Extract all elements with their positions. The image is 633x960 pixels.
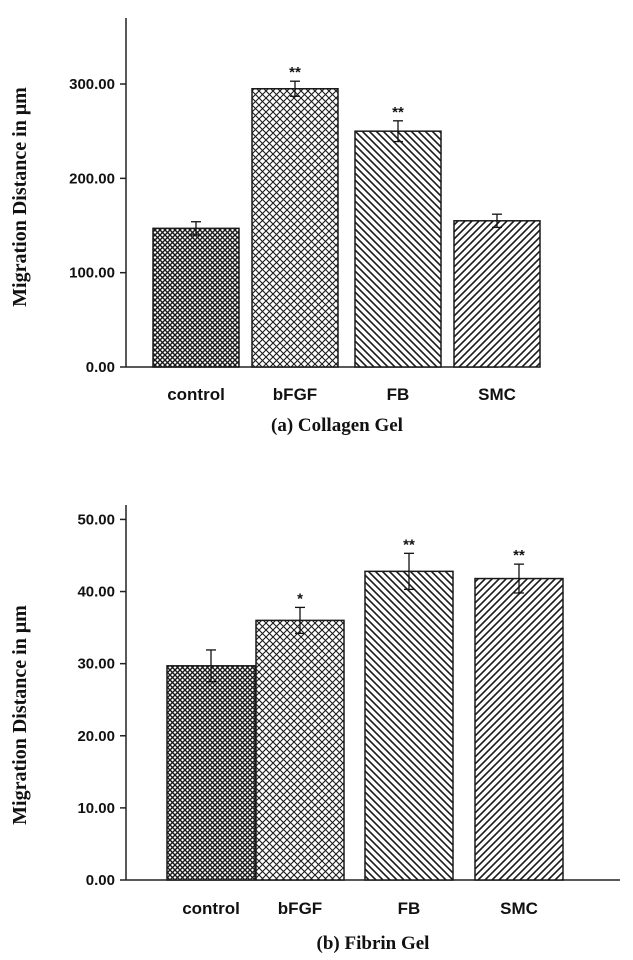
bar-smc [453,220,541,368]
significance-marker: ** [289,64,301,81]
y-tick-label: 200.00 [69,170,115,187]
x-tick-label: SMC [500,899,538,918]
bar-fb [364,570,454,881]
x-tick-label: bFGF [278,899,322,918]
y-tick-label: 30.00 [77,656,115,673]
x-tick-label: FB [398,899,421,918]
bars: ***** [166,536,564,881]
significance-marker: ** [513,547,525,564]
x-tick-label: SMC [478,385,516,404]
chart-caption: (b) Fibrin Gel [317,933,430,954]
x-tick-label: control [167,385,225,404]
x-tick-label: control [182,899,240,918]
chart-caption: (a) Collagen Gel [271,415,403,436]
bar-bfgf [251,87,339,368]
y-tick-label: 100.00 [69,265,115,282]
y-axis-label: Migration Distance in μm [9,605,31,825]
y-axis-label: Migration Distance in μm [9,87,31,307]
bar-smc [474,577,564,881]
y-ticks: 0.00 10.00 20.00 30.00 40.00 50.00 [77,511,126,889]
y-tick-label: 20.00 [77,728,115,745]
bar-fb [354,130,442,368]
bars: ** ** [152,64,541,368]
x-tick-labels: control bFGF FB SMC [182,899,538,918]
y-tick-label: 10.00 [77,800,115,817]
x-tick-labels: control bFGF FB SMC [167,385,516,404]
chart-collagen-gel: 0.00 100.00 200.00 300.00 ** ** control bFGF F… [9,18,541,436]
x-tick-label: bFGF [273,385,317,404]
significance-marker: * [297,590,303,607]
bar-control [166,665,256,881]
y-tick-label: 40.00 [77,584,115,601]
bar-bfgf [255,619,345,881]
y-tick-label: 300.00 [69,76,115,93]
y-ticks: 0.00 100.00 200.00 300.00 [69,76,126,376]
x-tick-label: FB [387,385,410,404]
bar-control [152,227,240,368]
y-tick-label: 0.00 [86,872,115,889]
significance-marker: ** [392,104,404,121]
y-tick-label: 0.00 [86,359,115,376]
y-tick-label: 50.00 [77,511,115,528]
significance-marker: ** [403,536,415,553]
